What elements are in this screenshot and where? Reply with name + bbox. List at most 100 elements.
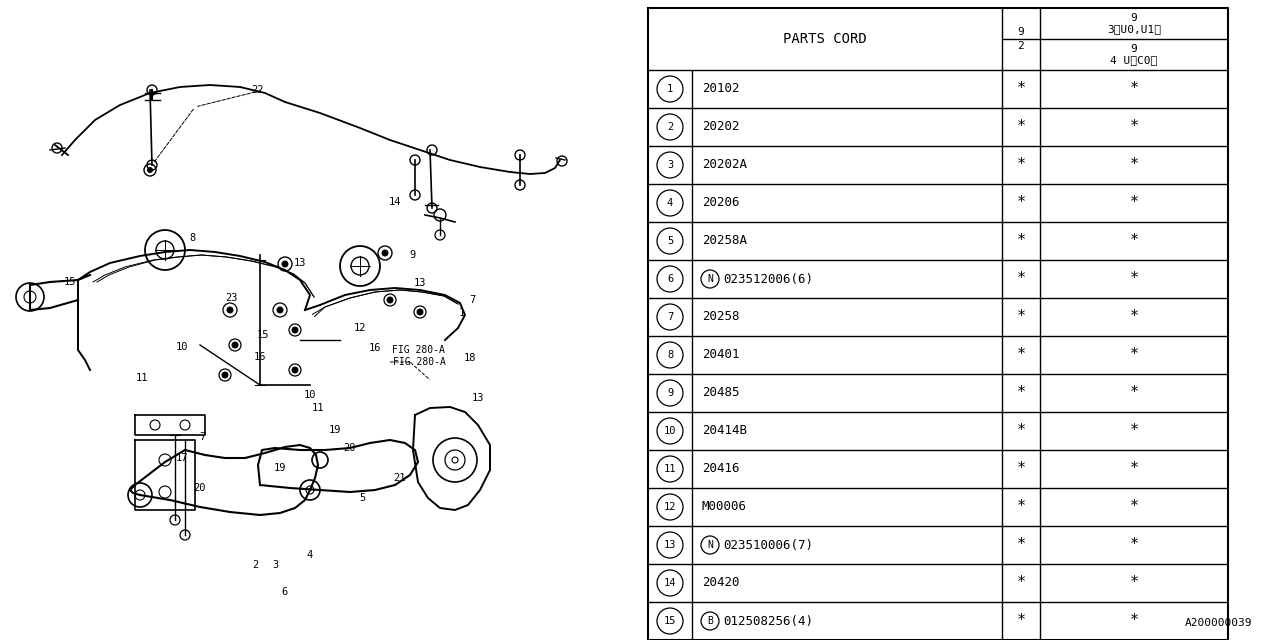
Text: 20258: 20258	[701, 310, 740, 323]
Text: 11: 11	[136, 373, 148, 383]
Text: *: *	[1129, 157, 1139, 173]
Text: 1: 1	[458, 308, 465, 318]
Text: 20258A: 20258A	[701, 234, 748, 248]
Text: 3: 3	[271, 560, 278, 570]
Circle shape	[452, 457, 458, 463]
Text: A200000039: A200000039	[1184, 618, 1252, 628]
Text: 9: 9	[410, 250, 416, 260]
Text: *: *	[1016, 81, 1025, 97]
Circle shape	[381, 250, 388, 256]
Text: *: *	[1016, 195, 1025, 211]
Text: 16: 16	[253, 352, 266, 362]
Text: *: *	[1016, 614, 1025, 628]
Text: 14: 14	[664, 578, 676, 588]
Text: M00006: M00006	[701, 500, 748, 513]
Text: 19: 19	[329, 425, 342, 435]
Text: 9
2: 9 2	[1018, 28, 1024, 51]
Text: 23: 23	[225, 293, 238, 303]
Text: 6: 6	[667, 274, 673, 284]
Text: 7: 7	[198, 432, 205, 442]
Text: *: *	[1129, 234, 1139, 248]
Text: 7: 7	[468, 295, 475, 305]
Text: 17: 17	[175, 453, 188, 463]
Text: *: *	[1129, 81, 1139, 97]
Text: *: *	[1129, 271, 1139, 287]
Text: 20: 20	[193, 483, 206, 493]
Circle shape	[282, 261, 288, 267]
Text: 3: 3	[667, 160, 673, 170]
Text: 20420: 20420	[701, 577, 740, 589]
Text: 20485: 20485	[701, 387, 740, 399]
Text: FIG 280-A: FIG 280-A	[392, 345, 445, 355]
Text: 2: 2	[667, 122, 673, 132]
Text: 10: 10	[664, 426, 676, 436]
Text: *: *	[1129, 310, 1139, 324]
Text: *: *	[1016, 234, 1025, 248]
Circle shape	[232, 342, 238, 348]
Text: *: *	[1129, 614, 1139, 628]
Text: 10: 10	[303, 390, 316, 400]
Text: 012508256(4): 012508256(4)	[723, 614, 813, 627]
Text: PARTS CORD: PARTS CORD	[783, 32, 867, 46]
Text: 20414B: 20414B	[701, 424, 748, 438]
Text: 20202A: 20202A	[701, 159, 748, 172]
Text: 15: 15	[64, 277, 77, 287]
Text: 13: 13	[472, 393, 484, 403]
Text: 20102: 20102	[701, 83, 740, 95]
Text: 023510006(7): 023510006(7)	[723, 538, 813, 552]
Text: 20206: 20206	[701, 196, 740, 209]
Text: *: *	[1129, 499, 1139, 515]
Text: 9
3〈U0,U1〉: 9 3〈U0,U1〉	[1107, 13, 1161, 35]
Text: 15: 15	[257, 330, 269, 340]
Text: 8: 8	[189, 233, 196, 243]
Text: 13: 13	[664, 540, 676, 550]
Circle shape	[227, 307, 233, 313]
Text: N: N	[707, 274, 713, 284]
Text: 13: 13	[293, 258, 306, 268]
Text: 18: 18	[463, 353, 476, 363]
Circle shape	[292, 367, 298, 373]
Text: 19: 19	[274, 463, 287, 473]
Text: FIG 280-A: FIG 280-A	[393, 357, 445, 367]
Text: *: *	[1016, 271, 1025, 287]
Text: *: *	[1129, 424, 1139, 438]
Text: 9
4 U〈C0〉: 9 4 U〈C0〉	[1110, 44, 1157, 65]
Circle shape	[147, 168, 152, 173]
Text: *: *	[1016, 120, 1025, 134]
Text: 21: 21	[394, 473, 406, 483]
Text: *: *	[1016, 575, 1025, 591]
Text: 9: 9	[667, 388, 673, 398]
Text: *: *	[1016, 538, 1025, 552]
Text: 7: 7	[667, 312, 673, 322]
Text: B: B	[707, 616, 713, 626]
Text: N: N	[707, 540, 713, 550]
Text: 11: 11	[312, 403, 324, 413]
Text: 20401: 20401	[701, 349, 740, 362]
Circle shape	[221, 372, 228, 378]
Text: *: *	[1016, 310, 1025, 324]
Text: 1: 1	[667, 84, 673, 94]
Text: 4: 4	[667, 198, 673, 208]
Circle shape	[417, 309, 422, 315]
Text: 16: 16	[369, 343, 381, 353]
Text: *: *	[1129, 575, 1139, 591]
Text: 6: 6	[282, 587, 288, 597]
Text: *: *	[1129, 120, 1139, 134]
Text: 12: 12	[353, 323, 366, 333]
Text: 13: 13	[413, 278, 426, 288]
Text: *: *	[1016, 348, 1025, 362]
Text: *: *	[1129, 348, 1139, 362]
Text: 5: 5	[667, 236, 673, 246]
Text: *: *	[1129, 538, 1139, 552]
Text: 20416: 20416	[701, 463, 740, 476]
Text: *: *	[1016, 385, 1025, 401]
Text: 22: 22	[252, 85, 264, 95]
Text: 15: 15	[664, 616, 676, 626]
Text: *: *	[1016, 461, 1025, 477]
Text: 023512006(6): 023512006(6)	[723, 273, 813, 285]
Text: 20: 20	[344, 443, 356, 453]
Text: 14: 14	[389, 197, 401, 207]
Text: 4: 4	[307, 550, 314, 560]
Text: 2: 2	[252, 560, 259, 570]
Text: 10: 10	[175, 342, 188, 352]
